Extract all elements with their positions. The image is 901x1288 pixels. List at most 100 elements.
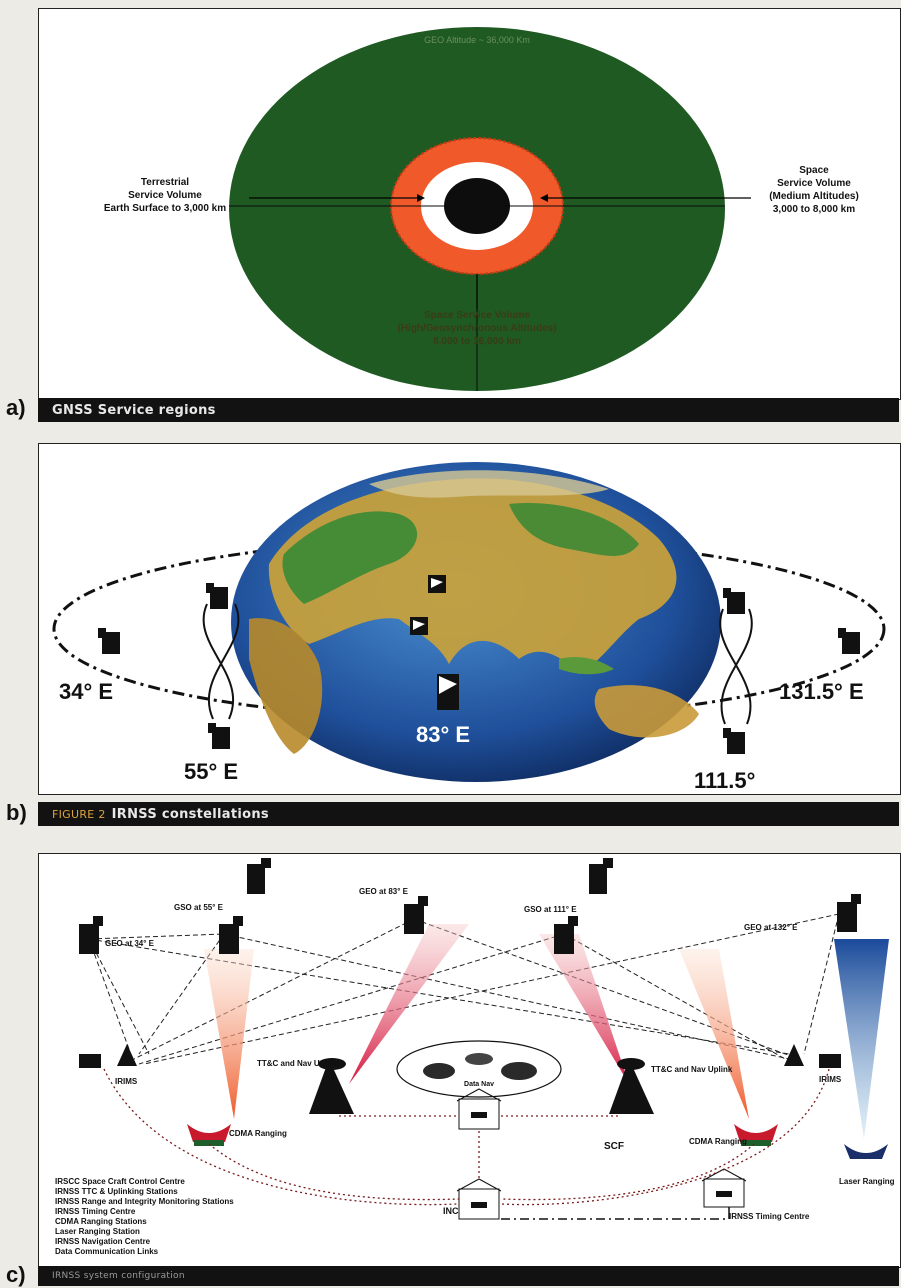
label-irims-left: IRIMS	[115, 1077, 138, 1086]
panel-c-caption: IRNSS system configuration	[52, 1271, 185, 1281]
ttc-station-right	[609, 1058, 654, 1114]
cdma-station-right	[734, 1124, 778, 1146]
satellite-geo-34	[79, 916, 103, 954]
space-medium-label-4: 3,000 to 8,000 km	[773, 204, 855, 215]
indonesia-islands	[559, 657, 614, 675]
ttc-station-left	[309, 1058, 354, 1114]
panel-c-caption-bar: IRNSS system configuration	[38, 1266, 899, 1286]
geo-orbit-path	[52, 537, 886, 721]
irims-station-right	[784, 1044, 841, 1068]
laser-station	[844, 1144, 888, 1159]
data-nav-hub-icon-2	[501, 1062, 537, 1080]
panel-a-caption-bar: GNSS Service regions	[38, 398, 899, 422]
terrestrial-label-1: Terrestrial	[141, 177, 189, 188]
gnss-service-regions-diagram: GEO Altitude ~ 36,000 Km Terrestrial Ser…	[104, 27, 859, 391]
australia-landmass	[594, 685, 699, 738]
label-131e: 131.5° E	[779, 679, 864, 704]
label-irims-right: IRIMS	[819, 1075, 842, 1084]
irnss-constellation-diagram: 34° E 55° E 83° E 111.5° 131.5° E	[52, 462, 886, 793]
panel-a-letter: a)	[6, 395, 26, 420]
data-nav-hub	[396, 1040, 562, 1098]
label-geo-34: GEO at 34° E	[105, 939, 155, 948]
satellite-link-lines	[88, 913, 840, 1065]
data-nav-hub-icon-1	[423, 1063, 455, 1079]
irnss-system-configuration-diagram: GEO at 34° E GSO at 55° E GEO at 83° E G…	[55, 858, 895, 1256]
panel-b-caption: IRNSS constellations	[111, 806, 269, 822]
green-landmass	[282, 511, 418, 604]
satellite-gso-55	[219, 916, 243, 954]
label-cdma-left: CDMA Ranging	[229, 1129, 287, 1138]
satellite-111e-bottom	[723, 728, 745, 754]
label-timing-centre: IRNSS Timing Centre	[729, 1212, 810, 1221]
satellite-india-1	[428, 575, 446, 593]
figure-eight-55e	[202, 603, 240, 720]
label-geo-83: GEO at 83° E	[359, 887, 409, 896]
label-gso-111: GSO at 111° E	[524, 905, 577, 914]
terrestrial-arrowhead	[417, 194, 425, 202]
irims-station-left	[79, 1044, 137, 1068]
laser-beam	[834, 939, 889, 1139]
label-data-nav: Data Nav	[464, 1081, 494, 1088]
label-83e: 83° E	[416, 722, 470, 747]
satellite-55e-top	[206, 583, 228, 609]
russia-landmass	[369, 470, 609, 498]
panel-b-letter: b)	[6, 800, 27, 825]
communication-links	[103, 1068, 830, 1206]
legend-item-1: IRSCC Space Craft Control Centre	[55, 1177, 185, 1186]
label-laser: Laser Ranging	[839, 1177, 895, 1186]
cdma-station-left	[187, 1124, 231, 1146]
satellite-geo-132	[837, 894, 861, 932]
data-nav-hub-icon-3	[465, 1053, 493, 1065]
panel-b-frame: 34° E 55° E 83° E 111.5° 131.5° E	[38, 443, 901, 795]
legend-item-6: Laser Ranging Station	[55, 1227, 140, 1236]
space-high-label-1: Space Service Volume	[424, 310, 530, 321]
satellite-gso-111	[554, 916, 578, 954]
label-ttc-left: TT&C and Nav Uplink	[257, 1059, 339, 1068]
cdma-beam-right	[679, 949, 749, 1119]
label-geo-132: GEO at 132° E	[744, 923, 798, 932]
label-inc: INC	[443, 1206, 459, 1216]
space-high-label-2: (High/Geosynchronous Altitudes)	[397, 323, 556, 334]
label-scf: SCF	[604, 1141, 624, 1152]
space-medium-arrowhead	[540, 194, 548, 202]
label-ttc-right: TT&C and Nav Uplink	[651, 1065, 733, 1074]
geo-altitude-label: GEO Altitude ~ 36,000 Km	[424, 35, 530, 45]
africa-landmass	[249, 618, 323, 754]
panel-c-letter: c)	[6, 1262, 26, 1287]
ttc-beam-right	[539, 934, 629, 1084]
satellite-131e	[838, 628, 860, 654]
timing-centre-building	[701, 1168, 747, 1208]
label-34e: 34° E	[59, 679, 113, 704]
label-gso-55: GSO at 55° E	[174, 903, 224, 912]
legend-item-5: CDMA Ranging Stations	[55, 1217, 147, 1226]
space-medium-label-2: Service Volume	[777, 178, 851, 189]
space-medium-label-3: (Medium Altitudes)	[769, 191, 859, 202]
satellite-gso-111-top	[589, 858, 613, 894]
satellite-gso-55-top	[247, 858, 271, 894]
scf-building	[456, 1088, 502, 1130]
satellite-34e	[98, 628, 120, 654]
figure-eight-111e	[719, 608, 753, 725]
satellite-india-2	[410, 617, 428, 635]
label-cdma-right: CDMA Ranging	[689, 1137, 747, 1146]
label-55e: 55° E	[184, 759, 238, 784]
cdma-beam-left	[204, 949, 254, 1119]
legend-item-3: IRNSS Range and Integrity Monitoring Sta…	[55, 1197, 234, 1206]
legend-item-4: IRNSS Timing Centre	[55, 1207, 136, 1216]
terrestrial-label-2: Service Volume	[128, 190, 202, 201]
legend-item-8: Data Communication Links	[55, 1247, 159, 1256]
satellite-55e-bottom	[208, 723, 230, 749]
satellite-geo-83	[404, 896, 428, 934]
terrestrial-label-3: Earth Surface to 3,000 km	[104, 203, 226, 214]
satellite-111e-top	[723, 588, 745, 614]
panel-c-frame: GEO at 34° E GSO at 55° E GEO at 83° E G…	[38, 853, 901, 1268]
legend-item-2: IRNSS TTC & Uplinking Stations	[55, 1187, 178, 1196]
green-landmass-east	[509, 503, 639, 556]
panel-b-caption-bar: FIGURE 2 IRNSS constellations	[38, 802, 899, 826]
label-111e: 111.5°	[694, 768, 755, 793]
legend-item-7: IRNSS Navigation Centre	[55, 1237, 151, 1246]
panel-a-frame: GEO Altitude ~ 36,000 Km Terrestrial Ser…	[38, 8, 901, 400]
ttc-beam-left	[349, 924, 469, 1084]
satellite-83e	[437, 674, 459, 710]
panel-a-caption: GNSS Service regions	[52, 402, 216, 418]
